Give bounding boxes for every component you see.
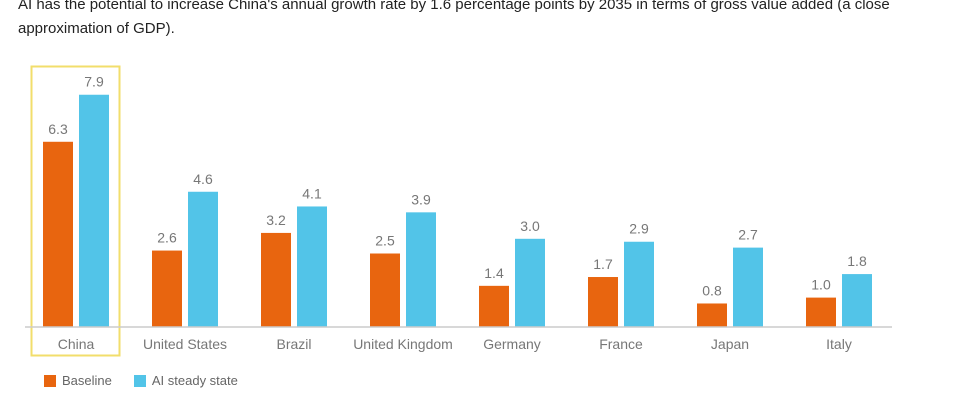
bar-baseline-italy: [806, 297, 836, 327]
data-label-ai-steady-state-germany: 3.0: [520, 218, 540, 234]
bar-baseline-china: [43, 141, 73, 327]
category-label-brazil: Brazil: [276, 336, 311, 352]
bar-ai-steady-state-china: [79, 94, 109, 328]
bar-ai-steady-state-united-states: [188, 191, 218, 327]
data-label-baseline-germany: 1.4: [484, 265, 504, 281]
category-label-france: France: [599, 336, 643, 352]
bar-baseline-germany: [479, 285, 509, 327]
highlight-box-china: [30, 65, 121, 357]
data-label-ai-steady-state-united-states: 4.6: [193, 171, 213, 187]
category-label-germany: Germany: [483, 336, 541, 352]
data-label-ai-steady-state-china: 7.9: [84, 74, 104, 90]
data-label-baseline-china: 6.3: [48, 121, 68, 137]
data-label-baseline-italy: 1.0: [811, 277, 831, 293]
data-label-baseline-france: 1.7: [593, 256, 613, 272]
bar-baseline-brazil: [261, 232, 291, 327]
data-label-ai-steady-state-united-kingdom: 3.9: [411, 191, 431, 207]
bar-baseline-united-states: [152, 250, 182, 327]
bar-ai-steady-state-france: [624, 241, 654, 327]
legend-label-ai-steady-state: AI steady state: [151, 373, 238, 388]
data-label-ai-steady-state-france: 2.9: [629, 221, 649, 237]
legend-item-baseline: Baseline: [44, 373, 112, 388]
bar-ai-steady-state-japan: [733, 247, 763, 327]
category-label-china: China: [58, 336, 95, 352]
data-label-baseline-united-kingdom: 2.5: [375, 233, 395, 249]
data-label-baseline-united-states: 2.6: [157, 230, 177, 246]
bar-baseline-japan: [697, 303, 727, 327]
data-label-ai-steady-state-japan: 2.7: [738, 227, 758, 243]
data-label-baseline-japan: 0.8: [702, 282, 722, 298]
data-label-ai-steady-state-brazil: 4.1: [302, 185, 322, 201]
legend-item-ai-steady-state: AI steady state: [133, 373, 238, 388]
category-label-italy: Italy: [826, 336, 852, 352]
bar-ai-steady-state-brazil: [297, 206, 327, 327]
category-label-united-states: United States: [143, 336, 227, 352]
legend-label-baseline: Baseline: [62, 373, 112, 388]
bar-baseline-united-kingdom: [370, 253, 400, 327]
legend-swatch-ai-steady-state: [133, 374, 146, 387]
bar-ai-steady-state-italy: [842, 274, 872, 327]
legend-swatch-baseline: [44, 374, 56, 387]
data-label-baseline-brazil: 3.2: [266, 212, 286, 228]
bar-ai-steady-state-germany: [515, 238, 545, 327]
category-label-japan: Japan: [711, 336, 749, 352]
data-label-ai-steady-state-italy: 1.8: [847, 253, 867, 269]
bar-baseline-france: [588, 277, 618, 327]
category-label-united-kingdom: United Kingdom: [353, 336, 453, 352]
bar-ai-steady-state-united-kingdom: [406, 212, 436, 327]
chart-legend: Baseline AI steady state: [44, 373, 260, 388]
chart-caption: AI has the potential to increase China's…: [18, 0, 890, 37]
